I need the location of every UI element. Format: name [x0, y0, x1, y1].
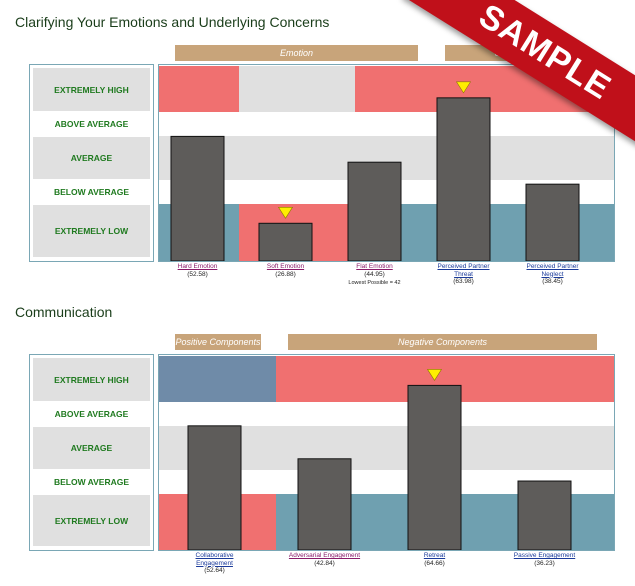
bar-flat-emotion [347, 161, 402, 261]
level-label-column-2: EXTREMELY HIGH ABOVE AVERAGE AVERAGE BEL… [29, 354, 154, 551]
emotion-label-name[interactable]: Perceived Partner Neglect [526, 263, 579, 278]
communication-label-score: (52.64) [204, 567, 225, 574]
level-average: AVERAGE [33, 427, 150, 469]
chart-communication [158, 354, 615, 551]
emotion-label-name[interactable]: Soft Emotion [266, 263, 305, 270]
zone-high-positive [159, 356, 276, 402]
emotion-label-name[interactable]: Flat Emotion [356, 263, 393, 270]
level-below-average: BELOW AVERAGE [53, 187, 130, 197]
level-extremely-high: EXTREMELY HIGH [33, 358, 150, 401]
level-above-average: ABOVE AVERAGE [54, 119, 129, 129]
bar-collaborative-engagement [187, 425, 242, 550]
bar-perceived-partner-threat [436, 97, 491, 261]
communication-label-0[interactable]: Collaborative Engagement (52.64) [179, 552, 251, 575]
bar-retreat [407, 384, 462, 550]
section2-title: Communication [15, 304, 113, 320]
communication-label-name[interactable]: Adversarial Engagement [288, 552, 361, 559]
level-extremely-high: EXTREMELY HIGH [33, 68, 150, 111]
marker-soft-emotion [277, 206, 294, 219]
level-below-average: BELOW AVERAGE [53, 477, 130, 487]
communication-label-name[interactable]: Retreat [423, 552, 446, 559]
chart-emotions [158, 64, 615, 262]
bar-passive-engagement [517, 480, 572, 550]
emotion-label-score: (52.58) [187, 270, 208, 278]
emotion-label-note: Lowest Possible = 42 [348, 280, 401, 286]
group-header-emotion: Emotion [175, 45, 418, 61]
emotion-label-name[interactable]: Perceived Partner Threat [437, 263, 490, 278]
communication-label-score: (42.84) [314, 559, 335, 567]
zone-high-hard [159, 66, 239, 112]
communication-label-name[interactable]: Passive Engagement [513, 552, 576, 559]
marker-retreat [426, 369, 443, 381]
level-above-average: ABOVE AVERAGE [54, 409, 129, 419]
bar-perceived-partner-neglect [525, 183, 580, 261]
chart-emotions-svg [159, 65, 614, 261]
emotion-label-2[interactable]: Flat Emotion (44.95) Lowest Possible = 42 [339, 263, 411, 288]
emotion-label-score: (26.88) [275, 270, 296, 278]
level-extremely-low: EXTREMELY LOW [33, 205, 150, 257]
communication-label-score: (36.23) [534, 559, 555, 567]
communication-label-3[interactable]: Passive Engagement (36.23) [509, 552, 581, 567]
bar-adversarial-engagement [297, 458, 352, 550]
level-average: AVERAGE [33, 137, 150, 179]
emotion-label-score: (63.98) [453, 278, 474, 285]
marker-perceived-partner-threat [455, 81, 472, 94]
emotion-label-3[interactable]: Perceived Partner Threat (63.98) [428, 263, 500, 286]
communication-label-1[interactable]: Adversarial Engagement (42.84) [289, 552, 361, 567]
section1-title: Clarifying Your Emotions and Underlying … [15, 14, 330, 30]
emotion-label-0[interactable]: Hard Emotion (52.58) [162, 263, 234, 278]
emotion-label-1[interactable]: Soft Emotion (26.88) [250, 263, 322, 278]
level-label-column-1: EXTREMELY HIGH ABOVE AVERAGE AVERAGE BEL… [29, 64, 154, 262]
emotion-label-4[interactable]: Perceived Partner Neglect (38.45) [517, 263, 589, 286]
level-extremely-low: EXTREMELY LOW [33, 495, 150, 546]
emotion-label-score: (38.45) [542, 278, 563, 285]
emotion-label-name[interactable]: Hard Emotion [177, 263, 218, 270]
group-header-negative: Negative Components [288, 334, 597, 350]
bar-hard-emotion [170, 135, 225, 261]
communication-label-score: (64.66) [424, 559, 445, 567]
bar-soft-emotion [258, 222, 313, 261]
group-header-positive: Positive Components [175, 334, 261, 350]
communication-label-2[interactable]: Retreat (64.66) [399, 552, 471, 567]
communication-label-name[interactable]: Collaborative Engagement [195, 552, 234, 567]
emotion-label-score: (44.95) [364, 270, 385, 278]
chart-communication-svg [159, 355, 614, 550]
